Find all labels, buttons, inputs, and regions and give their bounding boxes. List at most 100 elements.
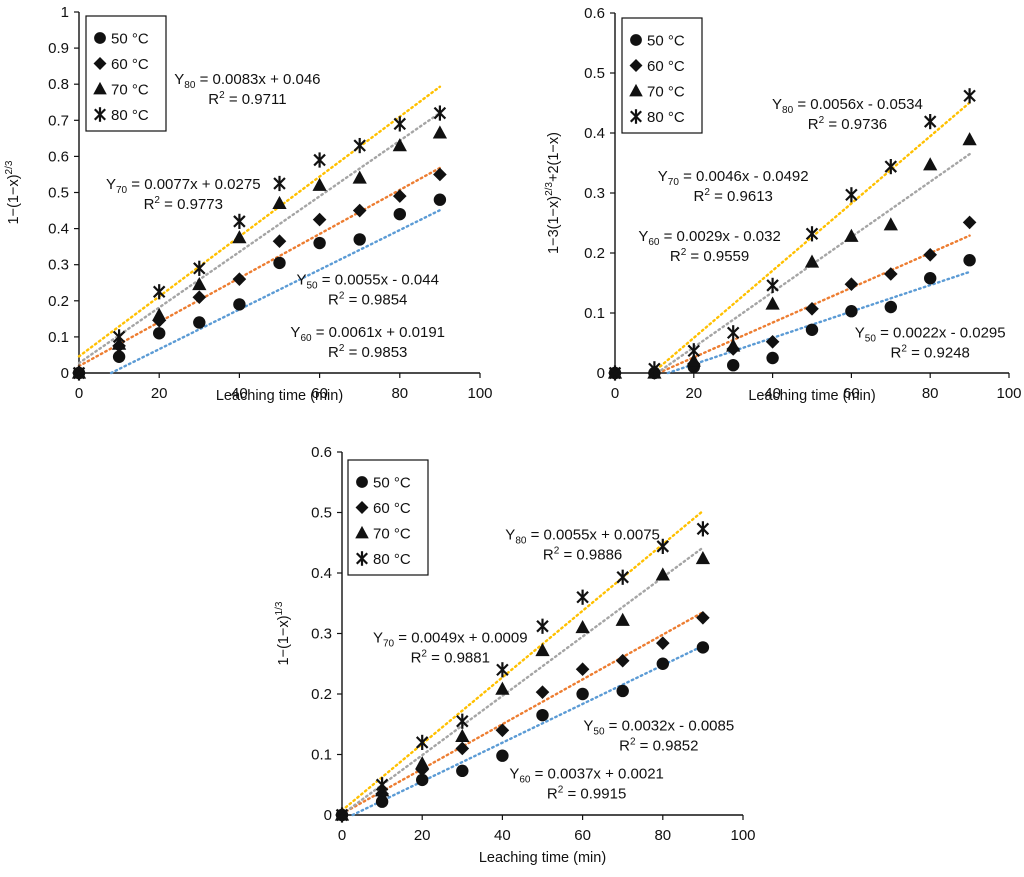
legend-label: 50 °C [373, 475, 411, 492]
data-point-triangle [765, 296, 780, 310]
r-squared-sup: 2 [819, 115, 825, 126]
data-point-asterisk [353, 137, 366, 154]
asterisk-stroke [845, 188, 858, 202]
y-tick-label: 0.9 [48, 40, 69, 57]
r-squared-base: R [619, 737, 630, 754]
y-axis-label: 1−3(1−x)2/3+2(1−x) [544, 132, 562, 254]
data-point-circle [576, 687, 589, 701]
data-point-asterisk [313, 152, 326, 168]
asterisk-stroke [696, 522, 710, 536]
data-point-diamond [844, 277, 859, 291]
data-point-asterisk [456, 713, 469, 729]
r-squared-text: R2 = 0.9915 [547, 785, 626, 803]
equation-subscript: 50 [865, 334, 877, 345]
data-point-diamond [535, 685, 550, 699]
trendline-50 [666, 270, 971, 375]
x-tick-label: 100 [996, 385, 1021, 402]
r-squared-base: R [208, 91, 219, 108]
data-point-circle [656, 657, 669, 670]
data-point-circle [727, 359, 740, 372]
equation-text: Y60 = 0.0061x + 0.0191 [290, 324, 445, 344]
r-squared-sup: 2 [339, 343, 345, 354]
trendline-80 [340, 509, 705, 812]
trendline-80 [651, 101, 971, 375]
r-squared-text: R2 = 0.9736 [808, 115, 887, 133]
trendline-70 [77, 111, 442, 365]
data-point-triangle [352, 170, 367, 184]
equation-prefix: Y [509, 766, 519, 783]
legend-label: 70 °C [373, 526, 411, 543]
y-axis-label-base: 1−3(1−x) [546, 196, 562, 254]
data-point-asterisk [72, 365, 86, 381]
asterisk-stroke [766, 279, 779, 292]
r-squared-value: = 0.9915 [563, 786, 626, 803]
y-tick-label: 0.8 [48, 76, 69, 93]
legend-label: 70 °C [647, 84, 685, 101]
data-point-asterisk [152, 284, 166, 300]
y-axis-label-sup: 1/3 [274, 601, 285, 615]
equation-subscript: 80 [782, 105, 794, 116]
trendline-50 [351, 644, 705, 817]
r-squared-base: R [411, 650, 422, 667]
equation-prefix: Y [373, 630, 383, 647]
x-tick-label: 40 [494, 827, 511, 844]
asterisk-stroke [805, 227, 819, 241]
data-point-diamond [923, 248, 937, 262]
equation-subscript: 80 [515, 536, 527, 547]
data-point-circle [416, 773, 429, 787]
asterisk-stroke [536, 620, 549, 633]
data-point-diamond [805, 302, 819, 316]
data-point-triangle [962, 132, 977, 146]
equation-prefix: Y [855, 325, 865, 342]
legend-label: 50 °C [111, 31, 149, 48]
asterisk-stroke [415, 736, 429, 749]
equation-text: Y50 = 0.0055x - 0.044 [296, 272, 438, 292]
data-point-asterisk [112, 329, 126, 345]
legend-label: 80 °C [373, 551, 411, 568]
data-point-circle [233, 298, 246, 311]
equation-body: = 0.0032x - 0.0085 [605, 717, 735, 734]
equation-body: = 0.0029x - 0.032 [659, 228, 780, 245]
y-tick-label: 0.3 [584, 185, 605, 202]
r-squared-value: = 0.9854 [344, 292, 407, 309]
data-point-asterisk [536, 618, 549, 634]
asterisk-stroke [273, 177, 286, 190]
legend-label: 60 °C [373, 500, 411, 517]
asterisk-stroke [335, 808, 349, 822]
y-tick-label: 0.4 [584, 125, 605, 142]
legend: 50 °C 60 °C 70 °C 80 °C [85, 15, 167, 132]
x-tick-label: 100 [467, 385, 492, 402]
r-squared-text: R2 = 0.9248 [891, 344, 970, 362]
equation-body: = 0.0061x + 0.0191 [312, 324, 445, 341]
data-point-diamond [352, 203, 367, 218]
data-point-triangle [432, 125, 448, 139]
data-point-circle [433, 193, 447, 206]
equation-text: Y50 = 0.0022x - 0.0295 [855, 325, 1006, 345]
data-point-diamond [884, 267, 898, 281]
x-tick-label: 60 [311, 385, 328, 402]
y-tick-label: 0.6 [584, 5, 605, 22]
r-squared-text: R2 = 0.9711 [208, 90, 286, 108]
r-squared-value: = 0.9886 [559, 547, 622, 564]
x-tick-label: 60 [843, 385, 860, 402]
r-squared-text: R2 = 0.9559 [670, 247, 749, 265]
legend-marker-triangle [93, 81, 107, 95]
asterisk-stroke [353, 139, 366, 152]
asterisk-stroke [496, 663, 509, 677]
data-point-asterisk [433, 105, 447, 121]
trendline-60 [77, 166, 442, 368]
r-squared-text: R2 = 0.9886 [543, 546, 622, 564]
x-tick-label: 80 [922, 385, 939, 402]
data-point-circle [375, 795, 389, 808]
data-point-circle [536, 708, 549, 722]
asterisk-stroke [726, 326, 740, 340]
data-point-asterisk [393, 116, 407, 132]
legend-marker-circle [630, 34, 642, 46]
equation-body: = 0.0055x - 0.044 [318, 272, 439, 289]
